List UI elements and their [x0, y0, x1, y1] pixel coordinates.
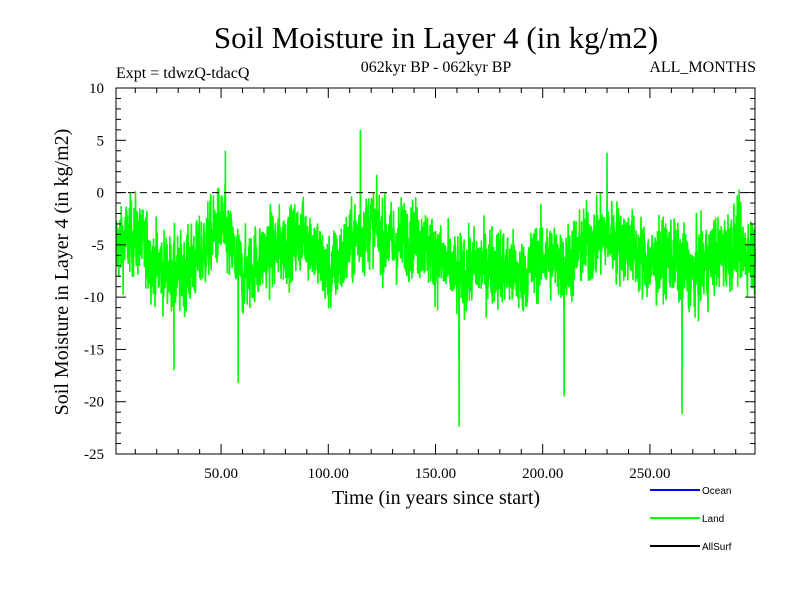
y-tick-label: -20 [84, 395, 104, 411]
legend: Ocean Land AllSurf [650, 486, 732, 553]
plot-series [115, 129, 756, 427]
x-tick-label: 50.00 [204, 466, 238, 482]
legend-label-allsurf: AllSurf [702, 542, 732, 553]
chart-subtitle-left: Expt = tdwzQ-tdacQ [116, 65, 250, 82]
y-tick-label: -25 [84, 447, 104, 463]
y-tick-label: -10 [84, 290, 104, 306]
y-tick-label: 0 [97, 186, 105, 202]
x-tick-label: 150.00 [415, 466, 456, 482]
chart-subtitle-center: 062kyr BP - 062kyr BP [361, 59, 512, 76]
x-tick-label: 250.00 [629, 466, 670, 482]
chart-title: Soil Moisture in Layer 4 (in kg/m2) [214, 20, 658, 55]
y-tick-label: 5 [97, 133, 105, 149]
y-tick-label: -15 [84, 342, 104, 358]
series-line-land [115, 129, 756, 427]
y-axis-label: Soil Moisture in Layer 4 (in kg/m2) [51, 129, 73, 416]
y-tick-label: -5 [92, 238, 105, 254]
x-axis: 50.00 100.00 150.00 200.00 250.00 [134, 88, 737, 482]
x-tick-label: 100.00 [308, 466, 349, 482]
x-tick-label: 200.00 [522, 466, 563, 482]
legend-label-ocean: Ocean [702, 486, 731, 497]
legend-label-land: Land [702, 514, 724, 525]
chart-subtitle-right: ALL_MONTHS [649, 59, 756, 76]
y-axis: 10 5 0 -5 -10 -15 -20 -25 [84, 81, 755, 463]
y-tick-label: 10 [89, 81, 104, 97]
x-axis-label: Time (in years since start) [332, 487, 540, 509]
